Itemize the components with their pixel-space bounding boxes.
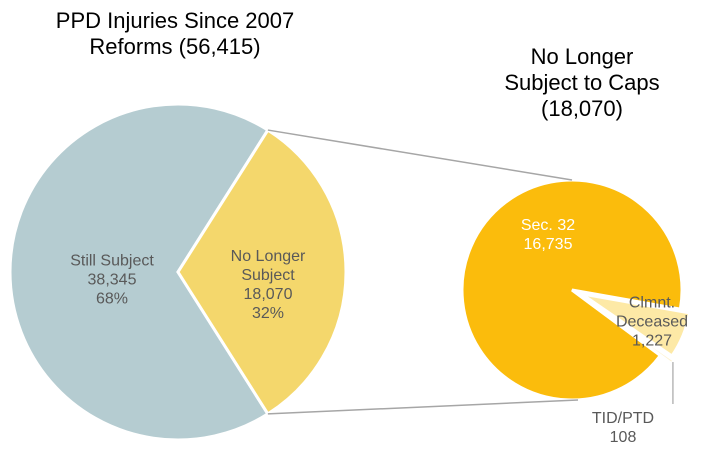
percent-label: 68%: [95, 290, 129, 308]
value-label: 18,070: [243, 286, 293, 303]
slice-label: No Longer Subject 18,070 32%: [213, 247, 323, 323]
category-label: TID/PTD: [591, 410, 655, 427]
slice-label: Still Subject 38,345 68%: [32, 252, 192, 309]
slice-label: Sec. 32 16,735: [493, 216, 603, 254]
category-label: Sec. 32: [520, 217, 576, 234]
category-label: Clmnt. Deceased: [615, 294, 689, 331]
slice-label: TID/PTD 108: [578, 409, 668, 447]
value-label: 16,735: [523, 236, 573, 253]
connector-line: [267, 129, 573, 181]
slice-label: Clmnt. Deceased 1,227: [597, 294, 707, 351]
pie-slice: [176, 127, 348, 417]
category-label: Still Subject: [70, 252, 154, 270]
value-label: 38,345: [87, 271, 137, 289]
value-label: 1,227: [631, 332, 673, 350]
pie-slice: [460, 178, 684, 402]
percent-label: 32%: [251, 305, 285, 322]
connector-line: [267, 399, 579, 415]
pie-slice: [580, 292, 692, 359]
chart-title: No Longer Subject to Caps (18,070): [504, 44, 660, 121]
pie-slice: [8, 102, 270, 442]
chart-title: PPD Injuries Since 2007 Reforms (56,415): [55, 8, 295, 59]
value-label: 108: [609, 429, 637, 446]
category-label: No Longer Subject: [230, 248, 306, 284]
